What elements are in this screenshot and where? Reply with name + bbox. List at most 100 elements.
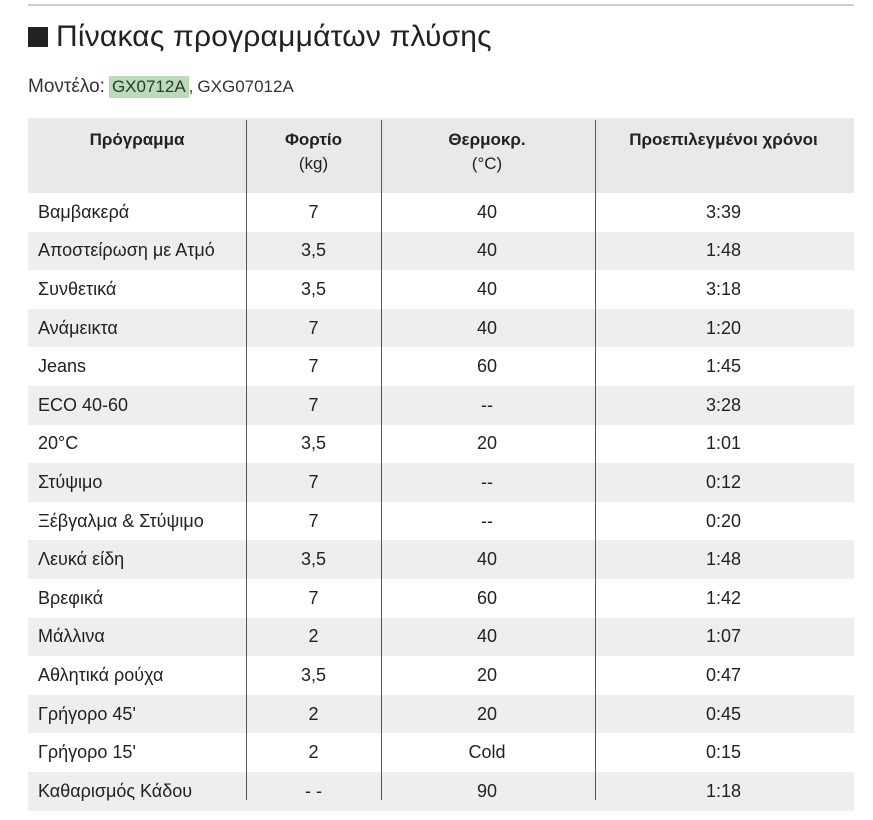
cell-time: 0:20 xyxy=(705,510,742,531)
cell-load: 2 xyxy=(246,617,381,657)
cell-temp: 20 xyxy=(381,694,593,734)
cell-program: Γρήγορο 15' xyxy=(38,742,136,763)
table-row: Συνθετικά 3,5 40 3:18 xyxy=(28,270,854,309)
cell-time: 1:48 xyxy=(593,231,854,271)
cell-load: - - xyxy=(246,771,381,811)
cell-load: 7 xyxy=(308,587,319,608)
model-link-selected[interactable]: GX0712A xyxy=(108,76,189,98)
column-divider xyxy=(595,120,596,800)
table-row: Ξέβγαλμα & Στύψιμο 7 -- 0:20 xyxy=(28,502,854,541)
cell-program: Βρεφικά xyxy=(38,587,104,608)
cell-load: 2 xyxy=(246,694,381,734)
header-temp: Θερμοκρ. (°C) xyxy=(381,118,593,193)
header-load-unit: (kg) xyxy=(298,154,329,173)
cell-load: 3,5 xyxy=(246,540,381,579)
cell-temp: 40 xyxy=(381,617,593,657)
cell-program: 20°C xyxy=(38,433,79,454)
header-load-label: Φορτίο xyxy=(284,130,343,149)
table-row: Jeans 7 60 1:45 xyxy=(28,347,854,386)
cell-temp: 60 xyxy=(476,587,498,608)
cell-program: ECO 40-60 xyxy=(28,385,246,425)
top-divider xyxy=(28,4,854,6)
cell-temp: -- xyxy=(381,463,593,502)
section-heading: Πίνακας προγραμμάτων πλύσης xyxy=(28,20,492,54)
cell-program: Αποστείρωση με Ατμό xyxy=(28,231,246,271)
table-row: 20°C 3,5 20 1:01 xyxy=(28,425,854,464)
cell-load: 7 xyxy=(308,201,319,222)
cell-time: 1:48 xyxy=(593,540,854,579)
cell-program: Λευκά είδη xyxy=(28,540,246,579)
cell-program: Συνθετικά xyxy=(38,278,117,299)
cell-load: 7 xyxy=(308,510,319,531)
header-program-label: Πρόγραμμα xyxy=(89,130,185,149)
cell-temp: 60 xyxy=(476,356,498,377)
cell-time: 1:20 xyxy=(593,308,854,348)
cell-time: 0:12 xyxy=(593,463,854,502)
cell-temp: 40 xyxy=(381,231,593,271)
cell-temp: 40 xyxy=(381,540,593,579)
table-row: Ανάμεικτα 7 40 1:20 xyxy=(28,308,854,348)
header-load: Φορτίο (kg) xyxy=(246,118,381,193)
table-row: Λευκά είδη 3,5 40 1:48 xyxy=(28,540,854,579)
table-row: Βρεφικά 7 60 1:42 xyxy=(28,579,854,618)
header-temp-label: Θερμοκρ. xyxy=(448,130,526,149)
model-separator: , xyxy=(188,77,194,96)
cell-temp: -- xyxy=(481,510,493,531)
model-line: Μοντέλο: GX0712A , GXG07012A xyxy=(28,76,294,98)
cell-program: Ανάμεικτα xyxy=(28,308,246,348)
cell-program: Αθλητικά ρούχα xyxy=(38,664,164,685)
cell-program: Γρήγορο 45' xyxy=(28,694,246,734)
cell-program: Ξέβγαλμα & Στύψιμο xyxy=(38,510,204,531)
column-divider xyxy=(246,120,247,800)
cell-load: 7 xyxy=(246,463,381,502)
table-row: Καθαρισμός Κάδου - -90 1:18 xyxy=(28,771,854,811)
table-row: Μάλλινα 2 40 1:07 xyxy=(28,617,854,657)
cell-time: 1:18 xyxy=(593,771,854,811)
square-bullet-icon xyxy=(28,27,48,47)
cell-time: 1:07 xyxy=(593,617,854,657)
header-time-label: Προεπιλεγμένοι χρόνοι xyxy=(629,130,818,149)
table-row: Αθλητικά ρούχα 3,5 20 0:47 xyxy=(28,656,854,695)
cell-temp: 20 xyxy=(476,433,498,454)
cell-time: 1:45 xyxy=(705,356,742,377)
table-row: Αποστείρωση με Ατμό 3,5 40 1:48 xyxy=(28,231,854,271)
cell-temp: 20 xyxy=(476,664,498,685)
cell-time: 1:01 xyxy=(705,433,742,454)
cell-temp: 90 xyxy=(381,771,593,811)
cell-temp: -- xyxy=(381,385,593,425)
page-title: Πίνακας προγραμμάτων πλύσης xyxy=(56,20,492,53)
cell-program: Καθαρισμός Κάδου xyxy=(28,771,246,811)
program-table: Πρόγραμμα Φορτίο (kg) Θερμοκρ. (°C) Προε… xyxy=(28,118,854,811)
table-row: Στύψιμο 7 -- 0:12 xyxy=(28,463,854,502)
cell-load: 3,5 xyxy=(300,433,327,454)
cell-time: 3:39 xyxy=(705,201,742,222)
cell-load: 7 xyxy=(246,308,381,348)
cell-program: Βαμβακερά xyxy=(38,201,130,222)
model-link-other[interactable]: GXG07012A xyxy=(197,77,294,96)
cell-load: 3,5 xyxy=(300,664,327,685)
table-header-row: Πρόγραμμα Φορτίο (kg) Θερμοκρ. (°C) Προε… xyxy=(28,118,854,193)
header-temp-unit: (°C) xyxy=(471,154,503,173)
table-row: Βαμβακερά 7 40 3:39 xyxy=(28,193,854,232)
cell-program: Στύψιμο xyxy=(28,463,246,502)
cell-time: 3:28 xyxy=(593,385,854,425)
cell-load: 2 xyxy=(308,742,319,763)
cell-temp: 40 xyxy=(476,278,498,299)
cell-load: 3,5 xyxy=(300,278,327,299)
column-divider xyxy=(381,120,382,800)
model-label: Μοντέλο: xyxy=(28,76,105,97)
header-time: Προεπιλεγμένοι χρόνοι xyxy=(593,118,854,193)
cell-time: 0:47 xyxy=(705,664,742,685)
cell-time: 3:18 xyxy=(705,278,742,299)
cell-temp: 40 xyxy=(476,201,498,222)
cell-program: Μάλλινα xyxy=(28,617,246,657)
cell-time: 0:45 xyxy=(593,694,854,734)
table-row: Γρήγορο 15' 2 Cold 0:15 xyxy=(28,733,854,772)
header-program: Πρόγραμμα xyxy=(28,118,246,193)
cell-temp: 40 xyxy=(381,308,593,348)
cell-time: 1:42 xyxy=(705,587,742,608)
cell-load: 7 xyxy=(308,356,319,377)
cell-load: 3,5 xyxy=(246,231,381,271)
cell-load: 7 xyxy=(246,385,381,425)
